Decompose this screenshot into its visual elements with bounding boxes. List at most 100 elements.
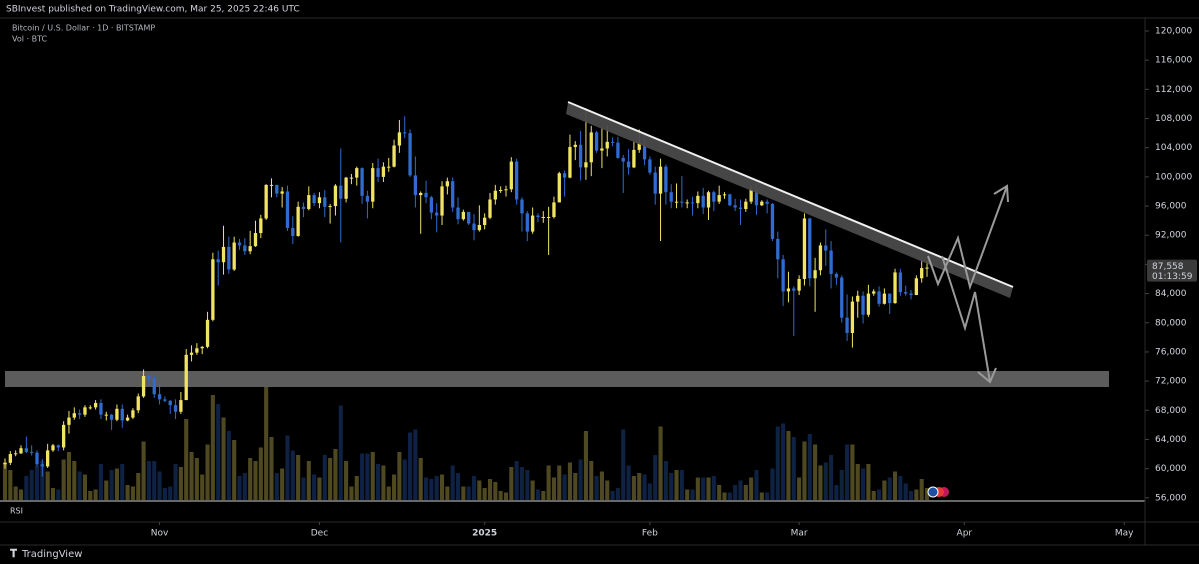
volume-bar bbox=[493, 482, 498, 500]
candle-body bbox=[749, 189, 753, 202]
volume-bar bbox=[173, 464, 178, 500]
candle-body bbox=[541, 216, 545, 218]
candle-body bbox=[339, 185, 343, 199]
volume-bar bbox=[274, 473, 279, 500]
volume-bar bbox=[258, 447, 263, 500]
candle-body bbox=[451, 181, 455, 208]
volume-bar bbox=[679, 470, 684, 500]
candle-body bbox=[381, 166, 386, 177]
candle-body bbox=[179, 400, 183, 412]
candle-body bbox=[738, 207, 743, 209]
volume-bar bbox=[8, 470, 13, 500]
candle-body bbox=[525, 213, 529, 232]
volume-bar bbox=[637, 473, 642, 500]
volume-bar bbox=[253, 461, 258, 500]
candle-body bbox=[488, 199, 492, 218]
candle-body bbox=[205, 319, 210, 347]
candle-body bbox=[365, 195, 370, 202]
volume-bar bbox=[722, 492, 727, 500]
candle-body bbox=[35, 452, 39, 465]
candle-body bbox=[552, 202, 556, 217]
volume-bar bbox=[823, 462, 828, 500]
y-tick-label: 68,000 bbox=[1155, 406, 1187, 416]
candle-body bbox=[621, 157, 625, 162]
y-tick-label: 104,000 bbox=[1155, 143, 1192, 153]
volume-bar bbox=[514, 461, 519, 500]
volume-bar bbox=[861, 468, 866, 500]
volume-bar bbox=[125, 485, 130, 500]
candle-body bbox=[291, 227, 295, 236]
volume-bar bbox=[413, 429, 418, 500]
candle-body bbox=[882, 293, 887, 304]
y-tick-label: 60,000 bbox=[1155, 464, 1187, 474]
volume-bar bbox=[551, 477, 557, 500]
volume-bar bbox=[541, 491, 546, 500]
candle-body bbox=[152, 378, 156, 395]
candle-body bbox=[184, 354, 188, 401]
volume-bar bbox=[221, 417, 226, 500]
volume-bar bbox=[162, 488, 167, 500]
candle-body bbox=[578, 144, 583, 168]
candle-body bbox=[616, 142, 620, 158]
volume-bar bbox=[487, 479, 493, 500]
candle-body bbox=[392, 145, 396, 167]
volume-bar bbox=[717, 485, 722, 500]
candle-body bbox=[312, 195, 316, 204]
volume-bar bbox=[290, 450, 295, 500]
candle-body bbox=[483, 217, 487, 226]
volume-bar bbox=[573, 473, 578, 500]
volume-bar bbox=[461, 486, 466, 500]
volume-bar bbox=[866, 464, 871, 500]
x-tick-label: Feb bbox=[642, 529, 658, 539]
candle-body bbox=[61, 424, 66, 448]
volume-bar bbox=[376, 464, 381, 500]
volume-bar bbox=[610, 491, 615, 500]
volume-bar bbox=[818, 465, 823, 500]
logo-mark: 𝐓 bbox=[10, 547, 17, 560]
candle-body bbox=[909, 293, 913, 296]
volume-bar bbox=[759, 492, 764, 500]
last-price: 87,558 bbox=[1152, 262, 1184, 272]
volume-bar bbox=[797, 477, 802, 500]
candle-body bbox=[24, 448, 28, 452]
volume-bar bbox=[168, 486, 173, 500]
volume-bar bbox=[328, 458, 333, 500]
volume-bar bbox=[845, 444, 850, 500]
volume-bar bbox=[418, 458, 423, 500]
candle-body bbox=[419, 192, 423, 196]
volume-bar bbox=[567, 462, 572, 500]
volume-bar bbox=[663, 461, 668, 500]
volume-bar bbox=[647, 483, 652, 500]
candle-body bbox=[51, 445, 55, 451]
candle-body bbox=[115, 408, 119, 420]
candle-body bbox=[264, 184, 268, 219]
volume-bar bbox=[871, 491, 876, 500]
volume-bar bbox=[855, 464, 860, 500]
volume-bar bbox=[189, 452, 194, 500]
volume-bar bbox=[589, 461, 594, 500]
candle-body bbox=[99, 402, 103, 415]
volume-bar bbox=[775, 426, 780, 500]
volume-bar bbox=[109, 470, 114, 500]
candle-body bbox=[872, 291, 876, 294]
volume-bar bbox=[338, 405, 343, 500]
candle-body bbox=[866, 293, 871, 315]
volume-bar bbox=[802, 441, 807, 500]
candle-body bbox=[440, 186, 444, 216]
volume-bar bbox=[482, 488, 487, 500]
candle-body bbox=[157, 394, 162, 400]
volume-bar bbox=[711, 476, 716, 500]
volume-bar bbox=[184, 419, 189, 500]
volume-bar bbox=[104, 480, 109, 500]
volume-bar bbox=[429, 479, 434, 500]
volume-bar bbox=[615, 488, 620, 500]
y-tick-label: 76,000 bbox=[1155, 347, 1187, 357]
candle-body bbox=[669, 192, 673, 202]
candle-body bbox=[509, 161, 513, 190]
volume-bar bbox=[381, 465, 386, 500]
candle-body bbox=[344, 177, 348, 199]
volume-bar bbox=[914, 489, 919, 500]
volume-bar bbox=[807, 434, 812, 500]
y-tick-label: 120,000 bbox=[1155, 26, 1192, 36]
candle-body bbox=[216, 259, 220, 263]
